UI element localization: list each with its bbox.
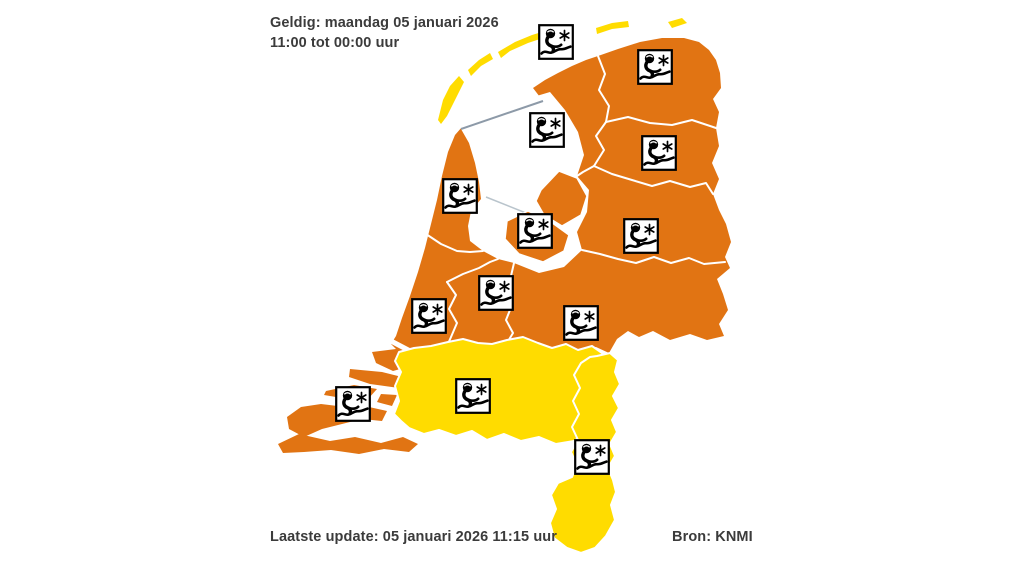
warning-icon-noord-holland [442, 178, 478, 214]
wadden-islands [438, 18, 687, 124]
warning-icon-overijssel [623, 218, 659, 254]
last-update-text: Laatste update: 05 januari 2026 11:15 uu… [270, 529, 557, 545]
warning-icon-groningen [637, 49, 673, 85]
warning-icon-flevoland [517, 213, 553, 249]
warning-icon-gelderland [563, 305, 599, 341]
warning-icon-noord-brabant [455, 378, 491, 414]
warning-icon-utrecht [478, 275, 514, 311]
validity-text: Geldig: maandag 05 januari 2026 11:00 to… [270, 13, 499, 53]
warning-icon-friesland [529, 112, 565, 148]
warning-icon-waddeneilanden [538, 24, 574, 60]
province-borders [425, 55, 726, 347]
source-text: Bron: KNMI [672, 529, 753, 545]
warning-icon-zeeland [335, 386, 371, 422]
validity-line2: 11:00 tot 00:00 uur [270, 35, 400, 51]
warning-icon-limburg [574, 439, 610, 475]
validity-line1: Geldig: maandag 05 januari 2026 [270, 15, 499, 31]
afsluitdijk-line [460, 100, 544, 130]
warning-icon-zuid-holland [411, 298, 447, 334]
warning-icon-drenthe [641, 135, 677, 171]
